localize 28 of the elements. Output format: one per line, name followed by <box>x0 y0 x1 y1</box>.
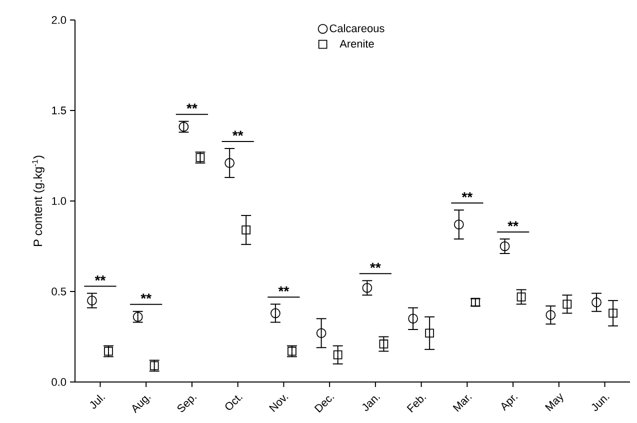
x-tick-label: Aug. <box>132 396 151 414</box>
legend-label: Arenite <box>340 40 374 48</box>
y-tick-label: 1.5 <box>52 106 66 114</box>
legend-label: Calcareous <box>330 24 384 32</box>
annotation: ** <box>186 104 198 109</box>
x-tick-label: Oct. <box>225 395 243 410</box>
x-tick-label: May <box>544 393 564 412</box>
x-tick-label: Jan. <box>362 396 380 412</box>
x-tick-label: Dec. <box>314 396 334 413</box>
x-tick-label: Nov. <box>268 394 288 412</box>
x-tick-label: Sep. <box>178 396 197 412</box>
annotation: ** <box>370 262 381 268</box>
annotation: ** <box>462 192 473 198</box>
x-tick-label: Jun. <box>592 396 610 412</box>
x-tick-label: Apr. <box>501 395 518 412</box>
y-tick-label: 0.5 <box>52 288 66 296</box>
annotation: ** <box>278 286 290 292</box>
y-tick-label: 1.0 <box>52 197 66 205</box>
x-tick-label: Feb. <box>406 396 426 412</box>
annotation: ** <box>140 294 152 299</box>
annotation: ** <box>232 130 244 136</box>
x-tick-label: Jul. <box>90 394 106 409</box>
x-tick-label: Mar. <box>452 395 472 412</box>
y-tick-label: 2.0 <box>52 16 66 24</box>
annotation: ** <box>508 221 518 226</box>
y-axis-title: P content (g.kg$^{-1}$) <box>32 156 44 246</box>
y-tick-label: 0.0 <box>52 378 66 386</box>
annotation: ** <box>94 276 106 281</box>
